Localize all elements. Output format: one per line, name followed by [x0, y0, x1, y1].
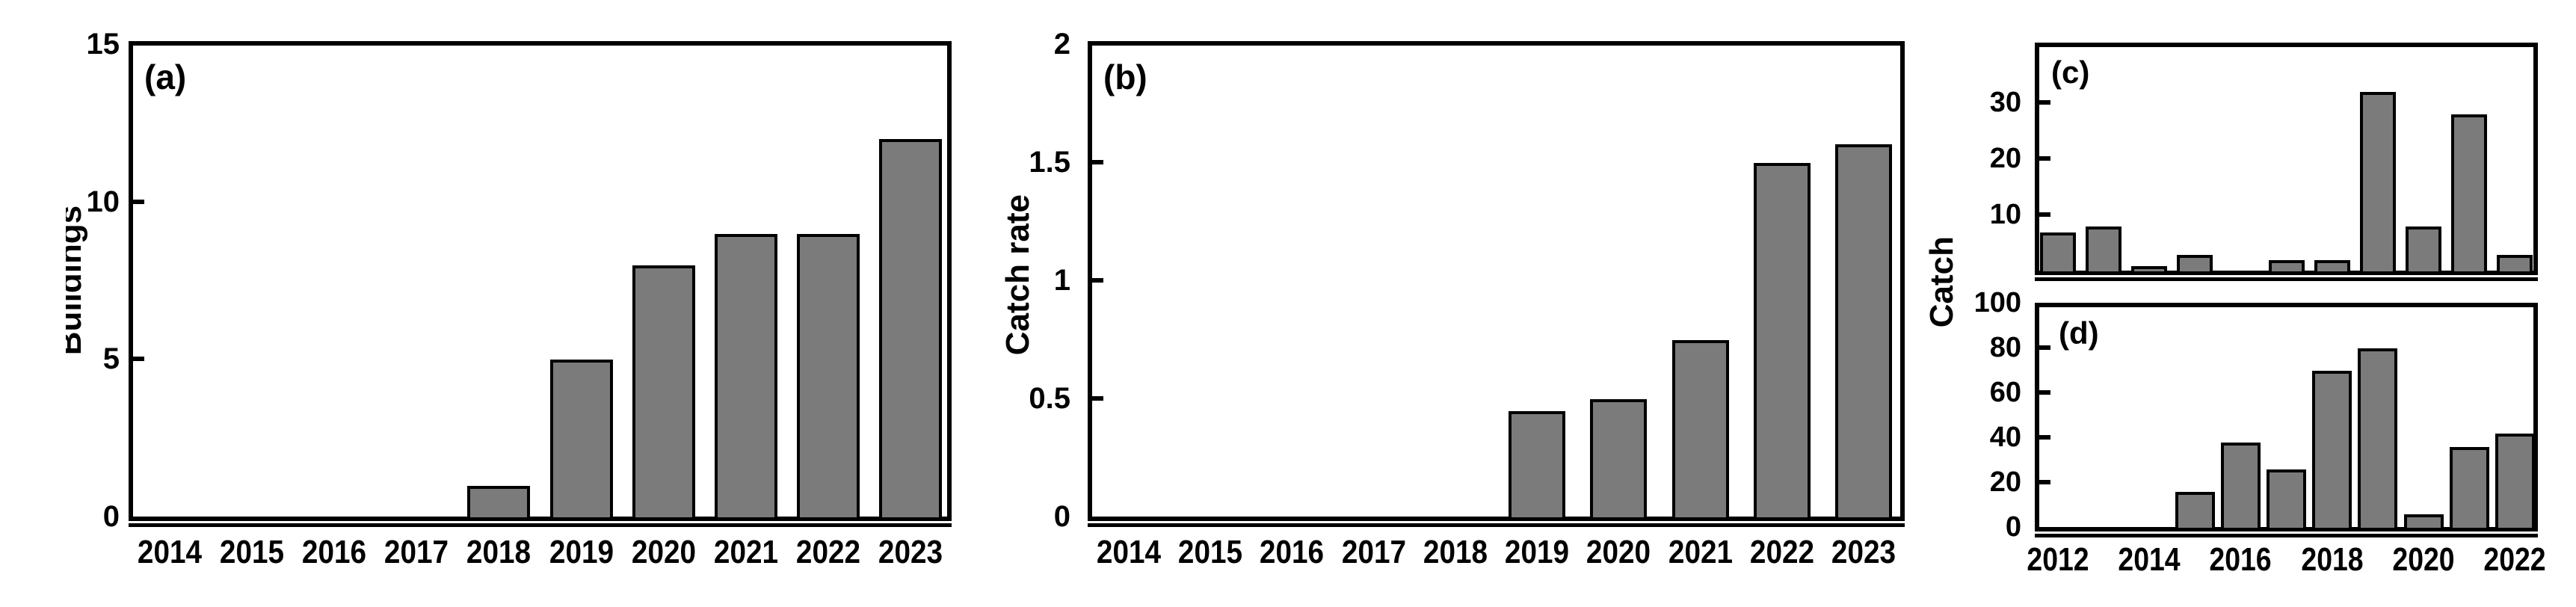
y-axis-title-catch-rate: Catch rate	[999, 194, 1036, 356]
panel-d-xtick-label-2012: 2012	[2026, 541, 2089, 578]
panel-b-xtick-label-2017: 2017	[1341, 534, 1406, 570]
panel-d-ytick-label-80: 80	[1989, 332, 2021, 363]
panel-a-bar-2020	[632, 265, 695, 517]
panel-c-ytick-mark-10	[2039, 212, 2050, 217]
panel-a-xtick-label-2015: 2015	[220, 534, 285, 570]
panel-b-xtick-label-2014: 2014	[1096, 534, 1161, 570]
panel-b-ytick-label-0.5: 0.5	[1029, 382, 1070, 415]
panel-a-bar-2018	[467, 485, 531, 517]
panel-d-bar-2020	[2403, 514, 2444, 528]
panel-d-ytick-label-100: 100	[1973, 287, 2021, 318]
y-axis-title-buildings: Buildings	[66, 205, 88, 356]
panel-b-xtick-label-2015: 2015	[1177, 534, 1243, 570]
panel-b-ytick-mark-1	[1092, 278, 1103, 283]
panel-c-bar-2021	[2451, 114, 2488, 271]
panel-d-letter: (d)	[2059, 315, 2099, 351]
panel-d-xtick-label-2014: 2014	[2118, 541, 2181, 578]
panel-b-xtick-label-2018: 2018	[1423, 534, 1488, 570]
panel-d-ytick-mark-40	[2039, 435, 2050, 440]
panel-b-xtick-label-2023: 2023	[1831, 534, 1896, 570]
panel-d-ytick-mark-60	[2039, 390, 2050, 395]
panel-a-xtick-label-2016: 2016	[302, 534, 367, 570]
panel-a-xtick-label-2020: 2020	[631, 534, 696, 570]
panel-b-bar-2019	[1509, 410, 1566, 517]
panel-c-bar-2018	[2314, 260, 2350, 271]
panel-a-ytick-mark-5	[133, 357, 144, 362]
panel-a-xtick-label-2022: 2022	[795, 534, 860, 570]
ylabel-a-clip-box: Buildings	[66, 176, 112, 385]
panel-a-ytick-label-5: 5	[102, 342, 120, 376]
panel-c-ytick-label-30: 30	[1989, 87, 2021, 118]
panel-b-axis-underline	[1088, 523, 1905, 527]
panel-b-xtick-label-2022: 2022	[1749, 534, 1815, 570]
panel-b-bar-2020	[1590, 399, 1648, 517]
panel-a-xtick-label-2021: 2021	[713, 534, 778, 570]
panel-a-xtick-label-2018: 2018	[466, 534, 531, 570]
panel-a-ytick-label-0: 0	[102, 500, 120, 533]
panel-d-ytick-label-20: 20	[1989, 466, 2021, 498]
panel-c-letter: (c)	[2051, 55, 2090, 90]
panel-c-ytick-mark-20	[2039, 156, 2050, 161]
panel-a-bar-2023	[878, 139, 942, 517]
panel-a-xtick-label-2019: 2019	[549, 534, 614, 570]
panel-b-ytick-label-2: 2	[1053, 28, 1070, 61]
panel-a-ytick-label-15: 15	[86, 28, 120, 61]
panel-c-bar-2014	[2130, 265, 2167, 271]
panel-a-bar-2021	[714, 233, 777, 517]
panel-a-axis-underline	[129, 523, 952, 527]
panel-c-axis-underline	[2035, 277, 2538, 281]
panel-d-bar-2017	[2267, 469, 2306, 528]
panel-b-bar-2023	[1835, 144, 1893, 517]
panel-d-bar-2018	[2312, 371, 2352, 528]
panel-b-ytick-label-1: 1	[1053, 264, 1070, 297]
panel-d-xtick-label-2022: 2022	[2483, 541, 2547, 578]
y-axis-title-catch-shared: Catch	[1923, 236, 1960, 328]
panel-b-ytick-label-0: 0	[1053, 500, 1070, 533]
panel-c-bar-2019	[2359, 92, 2396, 271]
panel-d-xtick-label-2018: 2018	[2301, 541, 2364, 578]
panel-b-bar-2022	[1754, 163, 1811, 517]
panel-c-bar-2020	[2406, 227, 2442, 271]
panel-a-xtick-label-2023: 2023	[878, 534, 943, 570]
panel-c-bar-2022	[2497, 254, 2533, 271]
panel-d-ytick-label-40: 40	[1989, 422, 2021, 453]
panel-d-xtick-label-2020: 2020	[2392, 541, 2455, 578]
panel-c-ytick-label-20: 20	[1989, 143, 2021, 174]
panel-a-xtick-label-2017: 2017	[384, 534, 449, 570]
panel-a-letter: (a)	[144, 58, 187, 96]
panel-d-ytick-mark-80	[2039, 345, 2050, 350]
panel-c-bar-2013	[2085, 227, 2121, 271]
panel-b-xtick-label-2021: 2021	[1668, 534, 1733, 570]
panel-d-ytick-label-60: 60	[1989, 377, 2021, 408]
panel-b-ytick-mark-1.5	[1092, 160, 1103, 164]
panel-b-ytick-label-1.5: 1.5	[1029, 146, 1070, 179]
panel-b-bar-2021	[1671, 340, 1729, 517]
panel-c-ytick-label-10: 10	[1989, 199, 2021, 230]
panel-a-ytick-mark-10	[133, 199, 144, 204]
panel-c-bar-2015	[2177, 254, 2213, 271]
panel-a-xtick-label-2014: 2014	[137, 534, 203, 570]
panel-b-xtick-label-2016: 2016	[1260, 534, 1325, 570]
panel-d-axis-underline	[2035, 534, 2538, 537]
panel-b-xtick-label-2019: 2019	[1505, 534, 1570, 570]
panel-d-bar-2022	[2495, 434, 2535, 528]
panel-d-bar-2021	[2449, 447, 2489, 528]
panel-b-xtick-label-2020: 2020	[1586, 534, 1651, 570]
panel-d-xtick-label-2016: 2016	[2209, 541, 2272, 578]
panel-c-bar-2012	[2039, 232, 2076, 271]
panel-d-bar-2016	[2220, 443, 2261, 528]
panel-d-bar-2019	[2358, 348, 2398, 528]
panel-d-bar-2015	[2175, 492, 2215, 528]
panel-a-bar-2019	[549, 360, 613, 517]
panel-a-ytick-label-10: 10	[86, 185, 120, 218]
panel-d-ytick-label-0: 0	[2005, 511, 2021, 543]
panel-c-bar-2017	[2268, 260, 2305, 271]
panel-b-letter: (b)	[1103, 58, 1147, 96]
panel-a-bar-2022	[796, 233, 860, 517]
panel-b-ytick-mark-0.5	[1092, 396, 1103, 401]
panel-c-ytick-mark-30	[2039, 100, 2050, 105]
panel-d-ytick-mark-20	[2039, 480, 2050, 484]
